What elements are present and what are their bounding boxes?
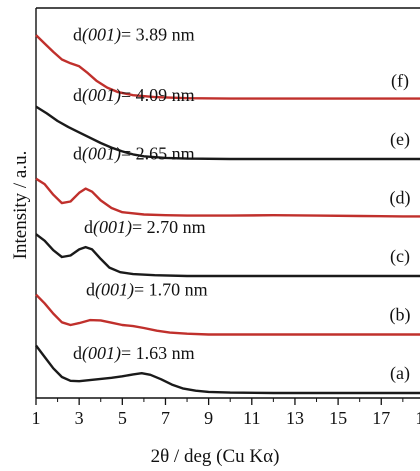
x-tick-label: 7: [161, 408, 170, 428]
series-label: (f): [391, 71, 409, 92]
d-spacing-annotation: d(001)= 1.63 nm: [73, 343, 195, 364]
trace-d: [35, 177, 420, 218]
d-spacing-annotation: d(001)= 1.70 nm: [86, 280, 208, 301]
x-tick-label: 17: [372, 408, 390, 428]
d-spacing-annotation: d(001)= 2.70 nm: [84, 217, 206, 238]
trace-b: [35, 293, 420, 336]
series-label: (b): [390, 305, 411, 326]
y-axis-label: Intensity / a.u.: [10, 151, 31, 260]
trace-f: [35, 34, 420, 100]
series-label: (c): [390, 246, 410, 267]
x-tick-label: 19: [415, 408, 420, 428]
annotation-layer: (a) d(001)= 1.63 nm (b) d(001)= 1.70 nm (c) d…: [73, 25, 411, 385]
x-tick-label: 15: [329, 408, 347, 428]
x-axis-label: 2θ / deg (Cu Kα): [151, 446, 280, 467]
x-tick-label: 11: [243, 408, 260, 428]
d-spacing-annotation: d(001)= 3.89 nm: [73, 25, 195, 46]
trace-a: [35, 344, 420, 395]
trace-c: [35, 233, 420, 278]
d-spacing-annotation: d(001)= 2.65 nm: [73, 144, 195, 165]
x-tick-label: 13: [286, 408, 304, 428]
trace-e: [35, 105, 420, 161]
series-layer: [35, 34, 420, 395]
x-tick-label: 1: [32, 408, 41, 428]
x-tick-label: 5: [118, 408, 127, 428]
x-tick-label: 3: [75, 408, 84, 428]
series-label: (e): [390, 129, 410, 150]
plot-frame: [35, 7, 420, 399]
series-label: (a): [390, 363, 410, 384]
series-label: (d): [390, 188, 411, 209]
x-axis: 135791113151719: [32, 398, 420, 428]
d-spacing-annotation: d(001)= 4.09 nm: [73, 85, 195, 106]
x-tick-label: 9: [204, 408, 213, 428]
